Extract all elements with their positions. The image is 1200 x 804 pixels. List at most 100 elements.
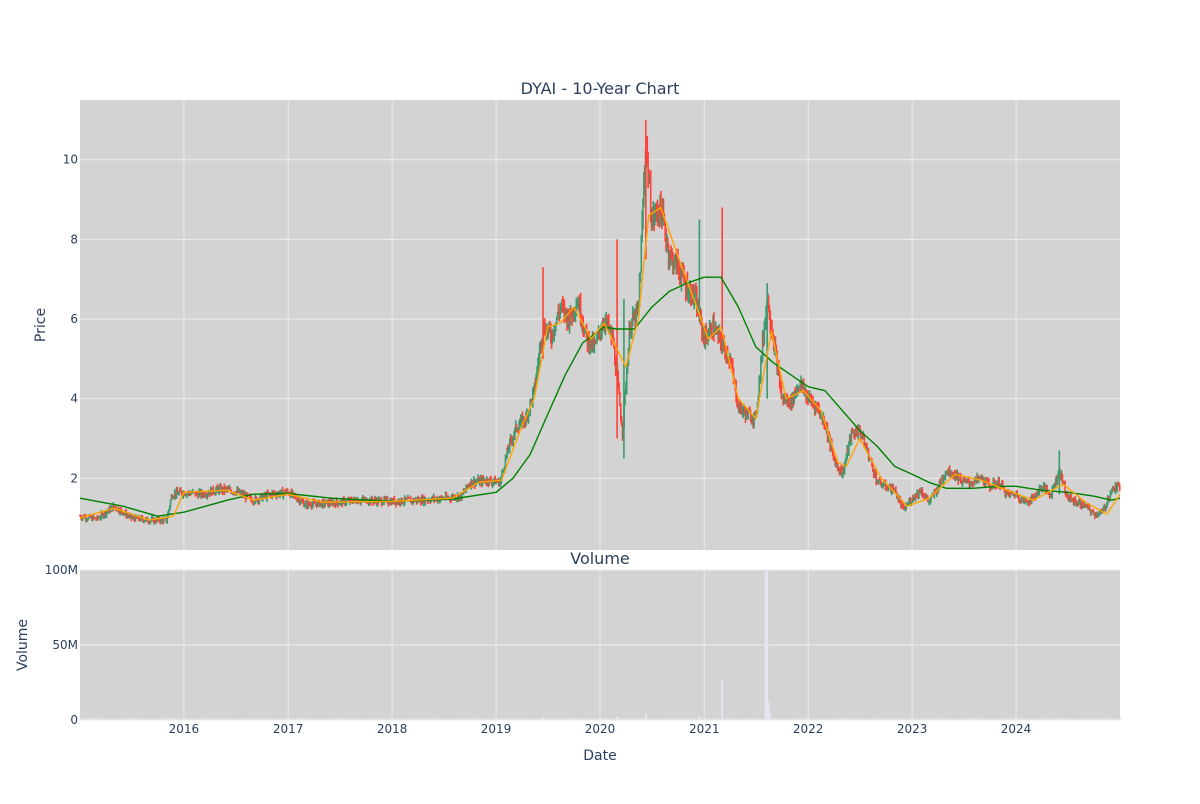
volume-bar bbox=[535, 718, 538, 720]
volume-bar bbox=[817, 718, 820, 720]
volume-bar bbox=[586, 718, 589, 720]
volume-bar bbox=[928, 718, 931, 720]
volume-bar bbox=[655, 718, 657, 720]
volume-bar bbox=[364, 718, 367, 720]
volume-bar bbox=[145, 718, 147, 720]
volume-bar bbox=[860, 718, 862, 720]
volume-y-tick-label: 0 bbox=[70, 713, 78, 727]
volume-bar bbox=[683, 718, 686, 720]
volume-bar bbox=[396, 718, 398, 720]
volume-bar bbox=[623, 718, 626, 720]
volume-bar bbox=[316, 718, 318, 720]
volume-bar bbox=[97, 718, 99, 720]
volume-bar bbox=[985, 718, 988, 720]
price-y-tick-label: 6 bbox=[70, 312, 78, 326]
volume-bar bbox=[529, 718, 532, 720]
volume-bar bbox=[715, 718, 717, 720]
volume-bar bbox=[777, 718, 780, 720]
volume-bar bbox=[475, 718, 478, 720]
volume-bar bbox=[629, 718, 632, 720]
volume-bar bbox=[538, 718, 540, 720]
volume-bar bbox=[1008, 718, 1010, 720]
volume-bar bbox=[635, 718, 637, 720]
volume-bar bbox=[216, 718, 219, 720]
volume-bar bbox=[151, 718, 153, 720]
volume-bar bbox=[262, 718, 264, 720]
volume-bar bbox=[159, 718, 162, 720]
volume-bar bbox=[865, 718, 868, 720]
volume-bar bbox=[139, 718, 142, 720]
volume-bar bbox=[767, 702, 770, 720]
volume-bar bbox=[302, 718, 304, 720]
volume-bar bbox=[467, 718, 469, 720]
volume-bar bbox=[273, 718, 276, 720]
volume-bar bbox=[994, 718, 996, 720]
volume-bar bbox=[344, 718, 347, 720]
volume-bar bbox=[897, 718, 899, 720]
volume-bar bbox=[441, 718, 444, 720]
volume-bar bbox=[811, 718, 814, 720]
volume-bar bbox=[971, 718, 973, 720]
volume-bar bbox=[568, 717, 571, 720]
volume-bar bbox=[888, 718, 891, 720]
volume-bar bbox=[908, 718, 911, 720]
volume-bar bbox=[236, 718, 239, 720]
volume-bar bbox=[188, 718, 190, 720]
volume-bar bbox=[381, 718, 384, 720]
volume-bar bbox=[461, 718, 464, 720]
volume-bar bbox=[797, 718, 800, 720]
volume-bar bbox=[672, 718, 674, 720]
volume-bar bbox=[1093, 718, 1096, 720]
volume-bar bbox=[880, 718, 882, 720]
price-y-tick-label: 10 bbox=[63, 153, 78, 167]
volume-bar bbox=[1090, 718, 1093, 720]
volume-bar bbox=[911, 718, 914, 720]
volume-bar bbox=[632, 718, 634, 720]
volume-bar bbox=[111, 718, 113, 720]
volume-bar bbox=[1028, 718, 1030, 720]
volume-bar bbox=[709, 718, 711, 720]
x-tick-label: 2016 bbox=[169, 722, 200, 736]
volume-bar bbox=[390, 718, 392, 720]
volume-bar bbox=[458, 718, 461, 720]
x-tick-label: 2017 bbox=[273, 722, 304, 736]
volume-bar bbox=[549, 718, 552, 720]
volume-bar bbox=[165, 718, 167, 720]
volume-bar bbox=[299, 718, 301, 720]
x-tick-label: 2020 bbox=[585, 722, 616, 736]
volume-bar bbox=[841, 717, 844, 720]
volume-bar bbox=[1002, 718, 1005, 720]
volume-bar bbox=[712, 718, 714, 720]
volume-bar bbox=[863, 718, 865, 720]
volume-bar bbox=[94, 718, 96, 720]
x-tick-label: 2021 bbox=[689, 722, 720, 736]
volume-bar bbox=[265, 718, 267, 720]
volume-bar bbox=[937, 718, 939, 720]
volume-y-tick-label: 50M bbox=[52, 638, 78, 652]
volume-bar bbox=[447, 718, 449, 720]
volume-bar bbox=[168, 718, 170, 720]
volume-bar bbox=[205, 718, 207, 720]
volume-bar bbox=[225, 718, 227, 720]
volume-bar bbox=[233, 718, 236, 720]
volume-bar bbox=[726, 718, 728, 720]
volume-bar bbox=[934, 718, 936, 720]
volume-bar bbox=[253, 718, 256, 720]
price-panel: 2 4 6 8 10 bbox=[63, 100, 1121, 550]
volume-bar bbox=[507, 718, 509, 720]
volume-bar bbox=[524, 718, 526, 720]
volume-bar bbox=[1022, 718, 1025, 720]
volume-bar bbox=[542, 717, 545, 720]
volume-bar bbox=[495, 718, 498, 720]
volume-bar bbox=[951, 718, 953, 720]
volume-bar bbox=[920, 718, 922, 720]
volume-bar bbox=[814, 718, 817, 720]
volume-bar bbox=[287, 718, 290, 720]
volume-bar bbox=[940, 718, 942, 720]
volume-bar bbox=[615, 718, 617, 720]
volume-bar bbox=[1036, 718, 1039, 720]
volume-bar bbox=[490, 718, 492, 720]
volume-bar bbox=[977, 718, 979, 720]
